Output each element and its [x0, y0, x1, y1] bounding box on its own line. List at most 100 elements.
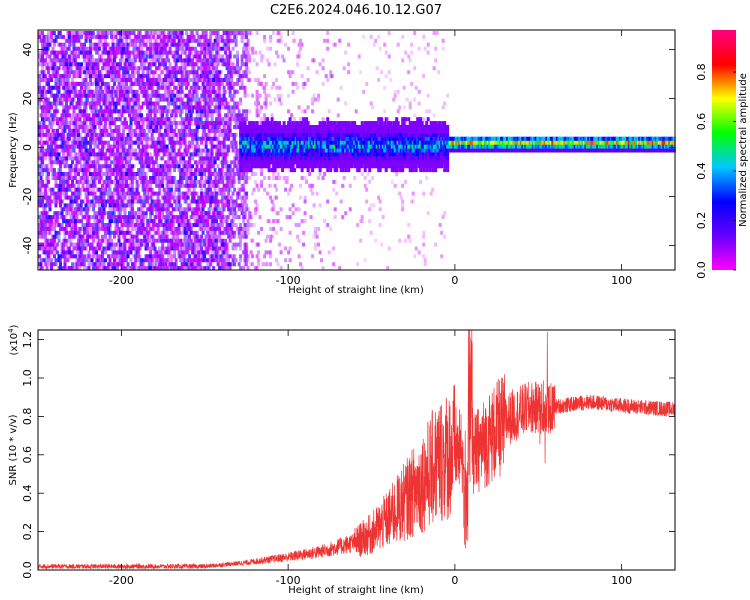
heatmap-cell: [107, 140, 110, 145]
heatmap-cell: [228, 34, 232, 39]
heatmap-cell: [153, 199, 157, 204]
heatmap-cell: [195, 93, 199, 98]
heatmap-cell: [92, 266, 95, 271]
heatmap-cell: [204, 140, 208, 145]
heatmap-cell: [150, 156, 154, 161]
heatmap-cell: [147, 34, 151, 39]
heatmap-cell: [122, 101, 125, 106]
heatmap-cell: [173, 117, 177, 122]
heatmap-cell: [120, 31, 124, 35]
heatmap-cell: [69, 144, 73, 149]
heatmap-cell: [95, 42, 98, 47]
heatmap-cell: [122, 144, 125, 149]
heatmap-cell: [93, 128, 97, 133]
heatmap-cell: [96, 156, 100, 161]
heatmap-cell: [191, 215, 195, 220]
heatmap-cell: [216, 183, 220, 188]
heatmap-cell: [38, 254, 41, 259]
heatmap-cell: [81, 172, 85, 176]
heatmap-cell: [186, 230, 190, 235]
heatmap-cell: [99, 58, 103, 63]
heatmap-cell: [186, 219, 190, 224]
heatmap-cell: [41, 117, 44, 122]
heatmap-cell: [74, 152, 77, 157]
heatmap-cell: [224, 258, 228, 263]
heatmap-cell: [221, 117, 225, 122]
heatmap-cell: [227, 199, 231, 204]
heatmap-cell: [98, 117, 101, 122]
heatmap-cell: [224, 128, 228, 133]
heatmap-cell: [68, 125, 71, 129]
heatmap-cell: [180, 266, 184, 271]
heatmap-cell: [65, 62, 68, 67]
heatmap-cell: [104, 109, 107, 114]
heatmap-cell: [119, 152, 122, 157]
heatmap-cell: [230, 195, 234, 200]
heatmap-cell: [78, 230, 82, 235]
heatmap-cell: [80, 179, 83, 184]
heatmap-cell: [42, 226, 46, 231]
heatmap-cell: [84, 46, 88, 51]
heatmap-cell: [116, 148, 119, 153]
heatmap-cell: [212, 42, 216, 47]
heatmap-cell: [48, 215, 52, 220]
heatmap-cell: [209, 93, 213, 98]
heatmap-cell: [152, 226, 156, 231]
heatmap-cell: [117, 144, 121, 149]
heatmap-cell: [122, 191, 125, 196]
heatmap-cell: [57, 132, 61, 137]
heatmap-cell: [78, 132, 82, 137]
heatmap-cell: [180, 97, 184, 102]
heatmap-cell: [38, 62, 41, 67]
heatmap-cell: [45, 191, 49, 196]
heatmap-cell: [59, 31, 62, 35]
heatmap-cell: [141, 168, 145, 173]
heatmap-cell: [105, 101, 109, 106]
heatmap-cell: [197, 250, 201, 255]
heatmap-cell: [230, 172, 234, 176]
heatmap-cell: [78, 125, 82, 129]
heatmap-cell: [200, 66, 204, 71]
heatmap-cell: [48, 74, 52, 79]
heatmap-cell: [78, 191, 82, 196]
heatmap-cell: [209, 70, 213, 75]
heatmap-cell: [54, 262, 58, 267]
heatmap-cell: [110, 246, 113, 251]
heatmap-cell: [219, 219, 223, 224]
heatmap-cell: [216, 42, 220, 47]
heatmap-cell: [168, 34, 172, 39]
heatmap-cell: [126, 152, 130, 157]
heatmap-cell: [203, 78, 207, 82]
heatmap-cell: [44, 113, 47, 118]
heatmap-cell: [134, 66, 138, 71]
heatmap-cell: [104, 152, 107, 157]
heatmap-cell: [233, 187, 237, 192]
heatmap-cell: [167, 258, 171, 263]
heatmap-cell: [195, 38, 199, 43]
heatmap-cell: [155, 179, 159, 184]
heatmap-cell: [222, 258, 226, 263]
heatmap-cell: [186, 62, 190, 67]
heatmap-cell: [137, 70, 141, 75]
heatmap-cell: [156, 152, 160, 157]
heatmap-cell: [147, 164, 151, 169]
heatmap-cell: [56, 199, 59, 204]
heatmap-cell: [179, 230, 183, 235]
heatmap-cell: [185, 144, 189, 149]
heatmap-cell: [39, 78, 43, 82]
heatmap-cell: [47, 117, 50, 122]
heatmap-cell: [57, 211, 61, 216]
heatmap-cell: [96, 81, 100, 86]
heatmap-cell: [189, 85, 193, 90]
heatmap-cell: [215, 46, 219, 51]
heatmap-cell: [71, 266, 74, 271]
heatmap-cell: [231, 93, 235, 98]
heatmap-cell: [47, 97, 50, 102]
heatmap-cell: [152, 140, 156, 145]
heatmap-cell: [107, 74, 110, 79]
heatmap-cell: [47, 81, 50, 86]
heatmap-cell: [198, 78, 202, 82]
heatmap-cell: [89, 254, 92, 259]
heatmap-cell: [227, 191, 231, 196]
heatmap-cell: [117, 132, 121, 137]
